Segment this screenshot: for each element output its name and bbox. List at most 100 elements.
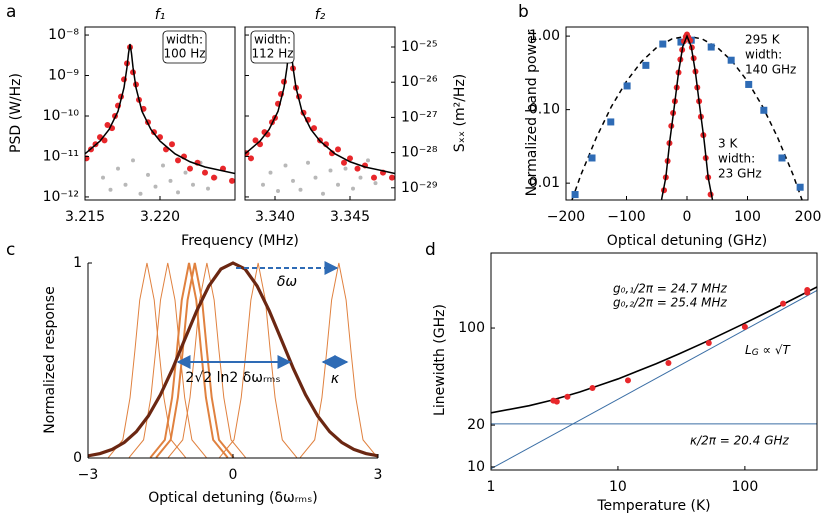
fit-line [491, 289, 817, 470]
data-point [276, 189, 280, 194]
data-point [268, 170, 273, 175]
x-tick-label: 200 [795, 209, 822, 225]
annotation: width: [166, 33, 203, 47]
axis-label: Frequency (MHz) [181, 233, 299, 249]
series-layer [491, 286, 817, 470]
data-point [187, 165, 193, 172]
annotation: width: [745, 48, 782, 62]
axis-label: Optical detuning (δωᵣₘₛ) [148, 490, 318, 506]
data-point [313, 175, 318, 180]
fit-line [245, 43, 395, 175]
x-tick-label: −200 [547, 209, 585, 225]
x-tick-label: 3.345 [330, 209, 370, 225]
annotation-part: G [752, 348, 759, 358]
fit-line [149, 262, 229, 458]
data-point [252, 137, 259, 144]
axis-label: Temperature (K) [596, 498, 710, 514]
data-point [183, 170, 188, 175]
y-tick-label: 10⁻²⁶ [401, 74, 438, 90]
x-tick-label: 3.215 [65, 209, 105, 225]
y-tick-label: 10⁻¹⁰ [43, 108, 80, 124]
y-tick-label: 10⁻¹¹ [43, 148, 79, 164]
series-layer [88, 261, 378, 458]
fit-line [660, 34, 714, 200]
annotation: κ/2π = 20.4 GHz [690, 434, 790, 448]
data-square [778, 154, 786, 162]
y-tick-label: 20 [467, 417, 485, 433]
x-tick-label: 100 [732, 479, 759, 495]
annotation: 140 GHz [745, 63, 796, 77]
data-point [341, 159, 347, 166]
annotation: LG ∝ √T [745, 343, 792, 358]
data-point [358, 175, 363, 180]
series-layer [571, 31, 804, 200]
data-point [191, 182, 195, 187]
y-tick-label: 1 [73, 255, 82, 271]
data-point [553, 398, 560, 405]
data-point [589, 384, 596, 391]
y-tick-label: 0.01 [529, 175, 560, 191]
data-point [371, 174, 377, 181]
data-point [101, 137, 108, 144]
fit-line [167, 262, 246, 458]
x-tick-label: 3 [374, 467, 383, 483]
x-tick-label: 0 [229, 467, 238, 483]
data-point [373, 181, 378, 186]
data-square [571, 191, 579, 199]
fit-line [491, 286, 817, 414]
x-tick-label: 0 [683, 209, 692, 225]
y-tick-label: 10⁻²⁷ [401, 109, 437, 125]
data-point [283, 163, 288, 168]
data-point [780, 300, 787, 307]
data-point [146, 172, 150, 177]
data-point [389, 174, 395, 181]
data-point [261, 182, 265, 187]
fit-line [219, 262, 298, 458]
series-layer [245, 42, 395, 196]
y-tick-label: 10⁻⁹ [48, 68, 79, 84]
data-point [211, 174, 217, 181]
y-tick-label: 10⁻¹² [43, 189, 79, 205]
data-point [705, 340, 712, 347]
data-point [206, 186, 210, 191]
y-tick-label: 0.10 [529, 102, 560, 118]
axis-label: Optical detuning (GHz) [607, 233, 767, 249]
annotation: width: [718, 152, 755, 166]
y-tick-label: 100 [458, 320, 485, 336]
data-point [168, 178, 173, 183]
data-point [229, 177, 235, 184]
annotation: δω [277, 274, 298, 290]
panel-letter: b [518, 2, 529, 22]
series-layer [85, 43, 235, 196]
annotation-part: ∝ √T [759, 343, 792, 357]
x-tick-label: 3.340 [255, 209, 295, 225]
annotation: 112 Hz [251, 47, 293, 61]
y-tick-label: 10⁻²⁹ [401, 180, 438, 196]
data-square [796, 183, 804, 191]
data-point [321, 191, 325, 196]
annotation: g₀,₁/2π = 24.7 MHz [613, 282, 728, 296]
annotation: g₀,₂/2π = 25.4 MHz [613, 296, 728, 310]
data-point [176, 190, 180, 195]
data-point [347, 155, 353, 162]
axis-label: PSD (W/Hz) [8, 73, 24, 153]
x-tick-label: 10 [609, 479, 627, 495]
data-square [745, 80, 753, 88]
axis-label: Linewidth (GHz) [432, 304, 448, 416]
panel-letter: a [6, 2, 16, 22]
data-square [607, 118, 615, 126]
x-tick-label: −100 [607, 209, 645, 225]
data-point [624, 377, 631, 384]
axis-label: Sₓₓ (m²/Hz) [452, 74, 468, 153]
data-point [335, 146, 341, 153]
data-point [108, 187, 113, 192]
data-point [804, 286, 811, 293]
x-tick-label: −3 [78, 467, 99, 483]
annotation: width: [254, 33, 291, 47]
data-point [161, 163, 165, 168]
data-square [642, 61, 650, 69]
data-point [564, 393, 571, 400]
axis-label: Normalized response [42, 286, 58, 433]
data-square [760, 106, 768, 114]
